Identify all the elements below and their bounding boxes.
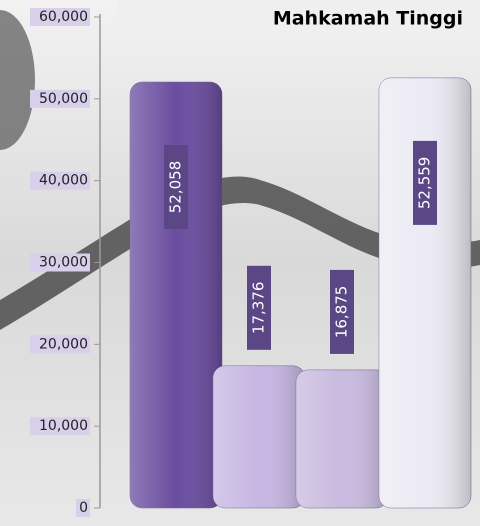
tick-label-bg: [30, 253, 90, 272]
title-box: [118, 0, 480, 42]
value-label: 52,559: [416, 157, 434, 210]
y-tick-label: 60,000: [39, 9, 88, 25]
bar-shade: [379, 77, 471, 508]
y-tick-label: 10,000: [39, 418, 88, 434]
bar-shade: [213, 365, 305, 508]
value-label-bg: [247, 265, 271, 350]
tick-label-bg: [30, 8, 90, 26]
bar-shade: [130, 81, 222, 508]
value-label-bg: [330, 269, 354, 354]
tick-label-bg: [76, 499, 90, 517]
value-label: 17,376: [250, 282, 268, 335]
y-tick-label: 20,000: [39, 336, 88, 352]
decor-disc: [0, 10, 35, 150]
tick-label-bg: [30, 417, 90, 436]
bar-shade: [296, 369, 388, 508]
tick-label-bg: [30, 89, 90, 108]
chart-title: Mahkamah Tinggi: [273, 8, 463, 30]
tick-label-bg: [30, 171, 90, 190]
value-label: 52,058: [167, 161, 185, 214]
y-tick-label: 50,000: [39, 91, 88, 107]
y-tick-label: 30,000: [39, 255, 88, 271]
value-label-bg: [164, 144, 188, 229]
tick-label-bg: [30, 335, 90, 354]
value-label: 16,875: [333, 286, 351, 339]
value-label-bg: [413, 140, 437, 225]
y-tick-label: 0: [79, 500, 88, 516]
y-tick-label: 40,000: [39, 173, 88, 189]
